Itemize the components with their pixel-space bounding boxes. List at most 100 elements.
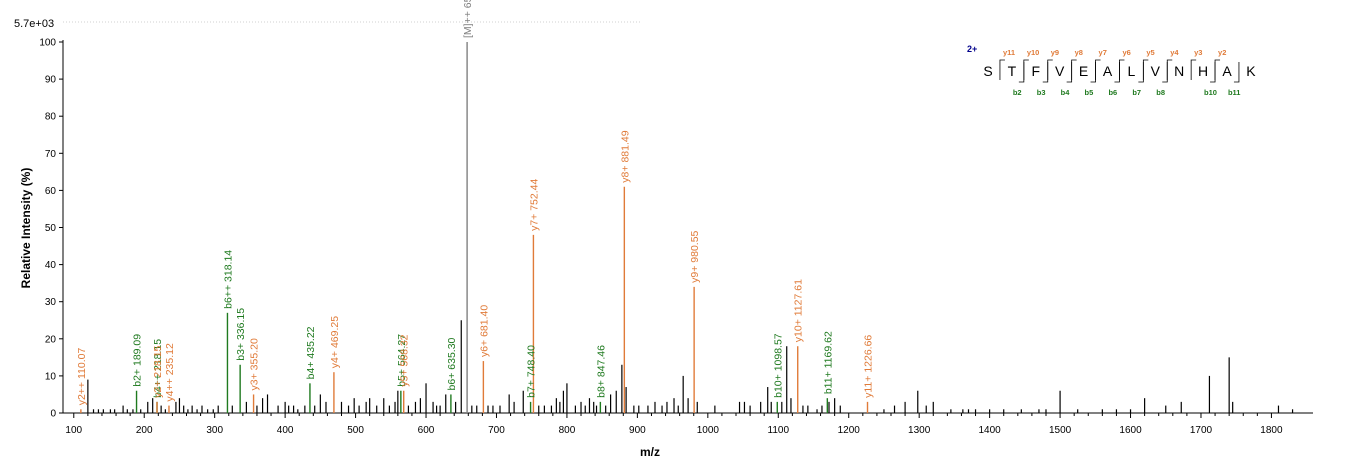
y-axis-label: Relative Intensity (%) (19, 168, 33, 289)
peak-label-b: b10+ 1098.57 (772, 333, 784, 398)
y-tick-label: 70 (45, 149, 57, 160)
sequence-residue: V (1151, 63, 1161, 79)
x-tick-label: 1100 (768, 425, 790, 436)
peak-label-y: y11+ 1226.66 (863, 335, 875, 398)
y-tick-label: 80 (45, 112, 57, 123)
y-ion-label: y9 (1051, 48, 1059, 57)
x-tick-label: 500 (347, 425, 364, 436)
y-ion-label: y10 (1027, 48, 1040, 57)
x-tick-label: 1700 (1190, 425, 1213, 436)
x-tick-label: 400 (277, 425, 294, 436)
precursor-charge-label: 2+ (967, 44, 977, 54)
sequence-residue: N (1174, 63, 1184, 79)
peak-label-y: y7+ 752.44 (528, 179, 540, 231)
sequence-residue: E (1079, 63, 1088, 79)
peak-label-y: y9+ 980.55 (689, 230, 701, 282)
peak-label-b: b7+ 748.40 (526, 345, 538, 398)
x-tick-label: 1200 (838, 425, 861, 436)
y-ion-fragment-marker (1119, 59, 1125, 80)
peak-label-b: b6++ 318.14 (222, 250, 234, 309)
peak-label-b: b8+ 847.46 (595, 345, 607, 398)
peak-label-b: b11+ 1169.62 (822, 331, 834, 394)
y-ion-fragment-marker (1190, 59, 1197, 80)
x-tick-label: 300 (206, 425, 223, 436)
y-ion-label: y5 (1146, 48, 1154, 57)
b-ion-fragment-marker (1018, 62, 1025, 83)
b-ion-fragment-marker (1042, 62, 1049, 83)
peak-label-y: y2++ 110.07 (76, 348, 88, 406)
y-ion-fragment-marker (1142, 59, 1149, 80)
y-tick-label: 30 (45, 297, 57, 308)
y-ion-fragment-marker (1047, 59, 1053, 80)
y-ion-fragment-marker (1166, 59, 1173, 80)
y-ion-fragment-marker (999, 59, 1005, 80)
sequence-residue: F (1032, 63, 1041, 79)
b-ion-label: b11 (1228, 88, 1241, 97)
y-tick-label: 20 (45, 334, 57, 345)
peak-label-y: y6+ 681.40 (478, 305, 490, 357)
sequence-residue: S (983, 63, 992, 79)
x-tick-label: 200 (136, 425, 153, 436)
b-ion-label: b6 (1108, 88, 1117, 97)
peak-label-precursor: [M]++ 658.3 (462, 0, 474, 38)
y-ion-fragment-marker (1095, 59, 1101, 80)
x-tick-label: 1600 (1119, 425, 1142, 436)
y-ion-fragment-marker (1071, 59, 1077, 80)
x-axis-label: m/z (640, 445, 660, 459)
peak-label-y: y4++ 235.12 (164, 343, 176, 402)
y-tick-label: 50 (45, 223, 57, 234)
sequence-residue: T (1008, 63, 1017, 79)
y-ion-label: y4 (1170, 48, 1179, 57)
y-ion-label: y2 (1218, 48, 1226, 57)
y-tick-label: 100 (39, 38, 56, 49)
peak-label-y: y3+ 355.20 (249, 338, 261, 390)
y-ion-label: y8 (1075, 48, 1083, 57)
b-ion-fragment-marker (1210, 62, 1216, 83)
y-ion-label: y3 (1194, 48, 1202, 57)
y-ion-fragment-marker (1214, 59, 1221, 80)
y-ion-label: y7 (1099, 48, 1107, 57)
peak-label-y: y10+ 1127.61 (793, 279, 805, 342)
b-ion-fragment-marker (1162, 62, 1168, 83)
b-ion-label: b3 (1037, 88, 1046, 97)
x-tick-label: 1500 (1049, 425, 1072, 436)
b-ion-fragment-marker (1138, 62, 1144, 83)
y-tick-label: 60 (45, 186, 57, 197)
b-ion-label: b4 (1061, 88, 1071, 97)
sequence-residue: K (1246, 63, 1256, 79)
peak-label-b: b6+ 635.30 (446, 337, 458, 390)
b-ion-fragment-marker (1233, 62, 1240, 83)
y-ion-fragment-marker (1023, 59, 1029, 80)
x-tick-label: 1800 (1260, 425, 1283, 436)
b-ion-label: b2 (1013, 88, 1022, 97)
x-tick-label: 1300 (908, 425, 931, 436)
y-tick-label: 10 (45, 371, 57, 382)
peak-label-b: b3+ 336.15 (235, 308, 247, 361)
x-tick-label: 1000 (697, 425, 720, 436)
y-tick-label: 40 (45, 260, 57, 271)
b-ion-label: b5 (1085, 88, 1094, 97)
sequence-residue: A (1103, 63, 1113, 79)
x-tick-label: 100 (65, 425, 82, 436)
y-tick-label: 90 (45, 75, 57, 86)
peak-label-b: b5+ 564.27 (396, 334, 408, 387)
b-ion-label: b10 (1204, 88, 1217, 97)
peak-label-b: b2+ 189.09 (132, 334, 144, 387)
axes: 0 10 20 30 40 50 60 70 80 90 100 100 200 300 400 500 600… (39, 21, 1313, 436)
peak-label-y: y4+ 469.25 (329, 316, 341, 368)
b-ion-fragment-marker (1114, 62, 1120, 83)
peak-label-b: b4++ 218.15 (152, 339, 164, 398)
x-tick-label: 800 (559, 425, 576, 436)
peak-label-y: y8+ 881.49 (619, 130, 631, 182)
sequence-residue: A (1222, 63, 1232, 79)
x-tick-label: 900 (629, 425, 646, 436)
b-ion-fragment-marker (1066, 62, 1073, 83)
x-tick-label: 600 (418, 425, 435, 436)
b-ion-label: b8 (1156, 88, 1165, 97)
sequence-residue: H (1198, 63, 1208, 79)
peak-label-y: y5+ 568.32 (399, 334, 411, 386)
b-ion-label: b7 (1132, 88, 1141, 97)
